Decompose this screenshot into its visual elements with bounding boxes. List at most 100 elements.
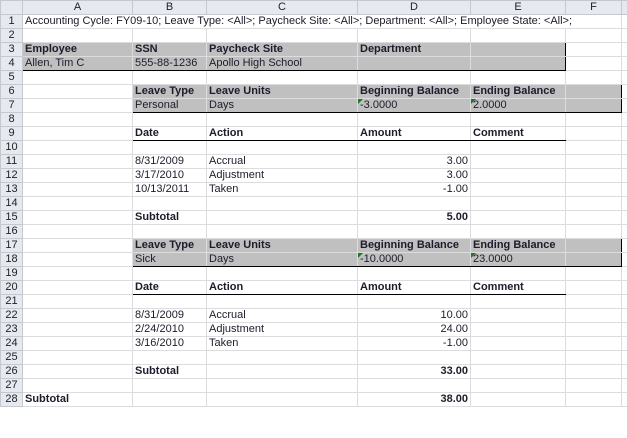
cell-C15[interactable] [206,210,358,225]
cell-F24[interactable] [565,336,622,351]
cell-D14[interactable] [357,196,471,211]
cell-D26[interactable]: 33.00 [357,364,471,379]
cell-A19[interactable] [22,266,133,281]
cell-E9[interactable]: Comment [470,126,566,141]
cell-D20[interactable]: Amount [357,280,471,295]
cell-B4[interactable]: 555-88-1236 [132,56,207,71]
cell-E12[interactable] [470,168,566,183]
cell-D23[interactable]: 24.00 [357,322,471,337]
cell-F16[interactable] [565,224,622,239]
cell-C26[interactable] [206,364,358,379]
cell-C7[interactable]: Days [206,98,358,113]
cell-C5[interactable] [206,70,358,85]
cell-E15[interactable] [470,210,566,225]
cell-X11[interactable] [621,154,627,169]
cell-X17[interactable] [621,238,627,253]
cell-F21[interactable] [565,294,622,309]
cell-B9[interactable]: Date [132,126,207,141]
cell-A2[interactable] [22,28,133,43]
row-header-7[interactable]: 7 [0,98,23,113]
cell-F12[interactable] [565,168,622,183]
cell-E7-with-error-indicator[interactable]: 2.0000 [470,98,566,113]
row-header-25[interactable]: 25 [0,350,23,365]
cell-B12[interactable]: 3/17/2010 [132,168,207,183]
cell-D4[interactable] [357,56,471,71]
cell-B16[interactable] [132,224,207,239]
cell-B17[interactable]: Leave Type [132,238,207,253]
cell-C21[interactable] [206,294,358,309]
cell-X23[interactable] [621,322,627,337]
cell-C12[interactable]: Adjustment [206,168,358,183]
cell-F25[interactable] [565,350,622,365]
row-header-24[interactable]: 24 [0,336,23,351]
cell-A18[interactable] [22,252,133,267]
cell-C11[interactable]: Accrual [206,154,358,169]
cell-D3[interactable]: Department [357,42,471,57]
cell-C23[interactable]: Adjustment [206,322,358,337]
cell-F22[interactable] [565,308,622,323]
cell-B20[interactable]: Date [132,280,207,295]
cell-A4[interactable]: Allen, Tim C [22,56,133,71]
cell-A11[interactable] [22,154,133,169]
cell-X13[interactable] [621,182,627,197]
row-header-6[interactable]: 6 [0,84,23,99]
row-header-12[interactable]: 12 [0,168,23,183]
cell-C20[interactable]: Action [206,280,358,295]
cell-B22[interactable]: 8/31/2009 [132,308,207,323]
cell-C28[interactable] [206,392,358,407]
cell-X16[interactable] [621,224,627,239]
cell-B14[interactable] [132,196,207,211]
cell-F10[interactable] [565,140,622,155]
row-header-11[interactable]: 11 [0,154,23,169]
cell-X10[interactable] [621,140,627,155]
cell-B8[interactable] [132,112,207,127]
cell-B24[interactable]: 3/16/2010 [132,336,207,351]
cell-E21[interactable] [470,294,566,309]
row-header-1[interactable]: 1 [0,14,23,29]
cell-C22[interactable]: Accrual [206,308,358,323]
row-header-14[interactable]: 14 [0,196,23,211]
cell-E13[interactable] [470,182,566,197]
cell-E3[interactable] [470,42,566,57]
select-all-corner[interactable] [0,0,23,15]
column-header-A[interactable]: A [22,0,133,15]
cell-D25[interactable] [357,350,471,365]
cell-F3[interactable] [565,42,622,57]
cell-D9[interactable]: Amount [357,126,471,141]
cell-C13[interactable]: Taken [206,182,358,197]
cell-F9[interactable] [565,126,622,141]
cell-F14[interactable] [565,196,622,211]
row-header-22[interactable]: 22 [0,308,23,323]
cell-C3[interactable]: Paycheck Site [206,42,358,57]
cell-X5[interactable] [621,70,627,85]
row-header-28[interactable]: 28 [0,392,23,407]
cell-E8[interactable] [470,112,566,127]
cell-E5[interactable] [470,70,566,85]
cell-X4[interactable] [621,56,627,71]
cell-A21[interactable] [22,294,133,309]
cell-F5[interactable] [565,70,622,85]
cell-A9[interactable] [22,126,133,141]
cell-F23[interactable] [565,322,622,337]
cell-F18[interactable] [565,252,622,267]
column-header-D[interactable]: D [357,0,471,15]
cell-E6[interactable]: Ending Balance [470,84,566,99]
cell-D5[interactable] [357,70,471,85]
cell-D10[interactable] [357,140,471,155]
cell-D13[interactable]: -1.00 [357,182,471,197]
cell-E26[interactable] [470,364,566,379]
cell-E14[interactable] [470,196,566,211]
cell-X18[interactable] [621,252,627,267]
cell-A17[interactable] [22,238,133,253]
row-header-19[interactable]: 19 [0,266,23,281]
cell-E2[interactable] [470,28,566,43]
row-header-2[interactable]: 2 [0,28,23,43]
cell-D18-with-error-indicator[interactable]: -10.0000 [357,252,471,267]
cell-F19[interactable] [565,266,622,281]
column-header-F[interactable]: F [565,0,622,15]
cell-F27[interactable] [565,378,622,393]
cell-X27[interactable] [621,378,627,393]
cell-A3[interactable]: Employee [22,42,133,57]
row-header-18[interactable]: 18 [0,252,23,267]
cell-X8[interactable] [621,112,627,127]
